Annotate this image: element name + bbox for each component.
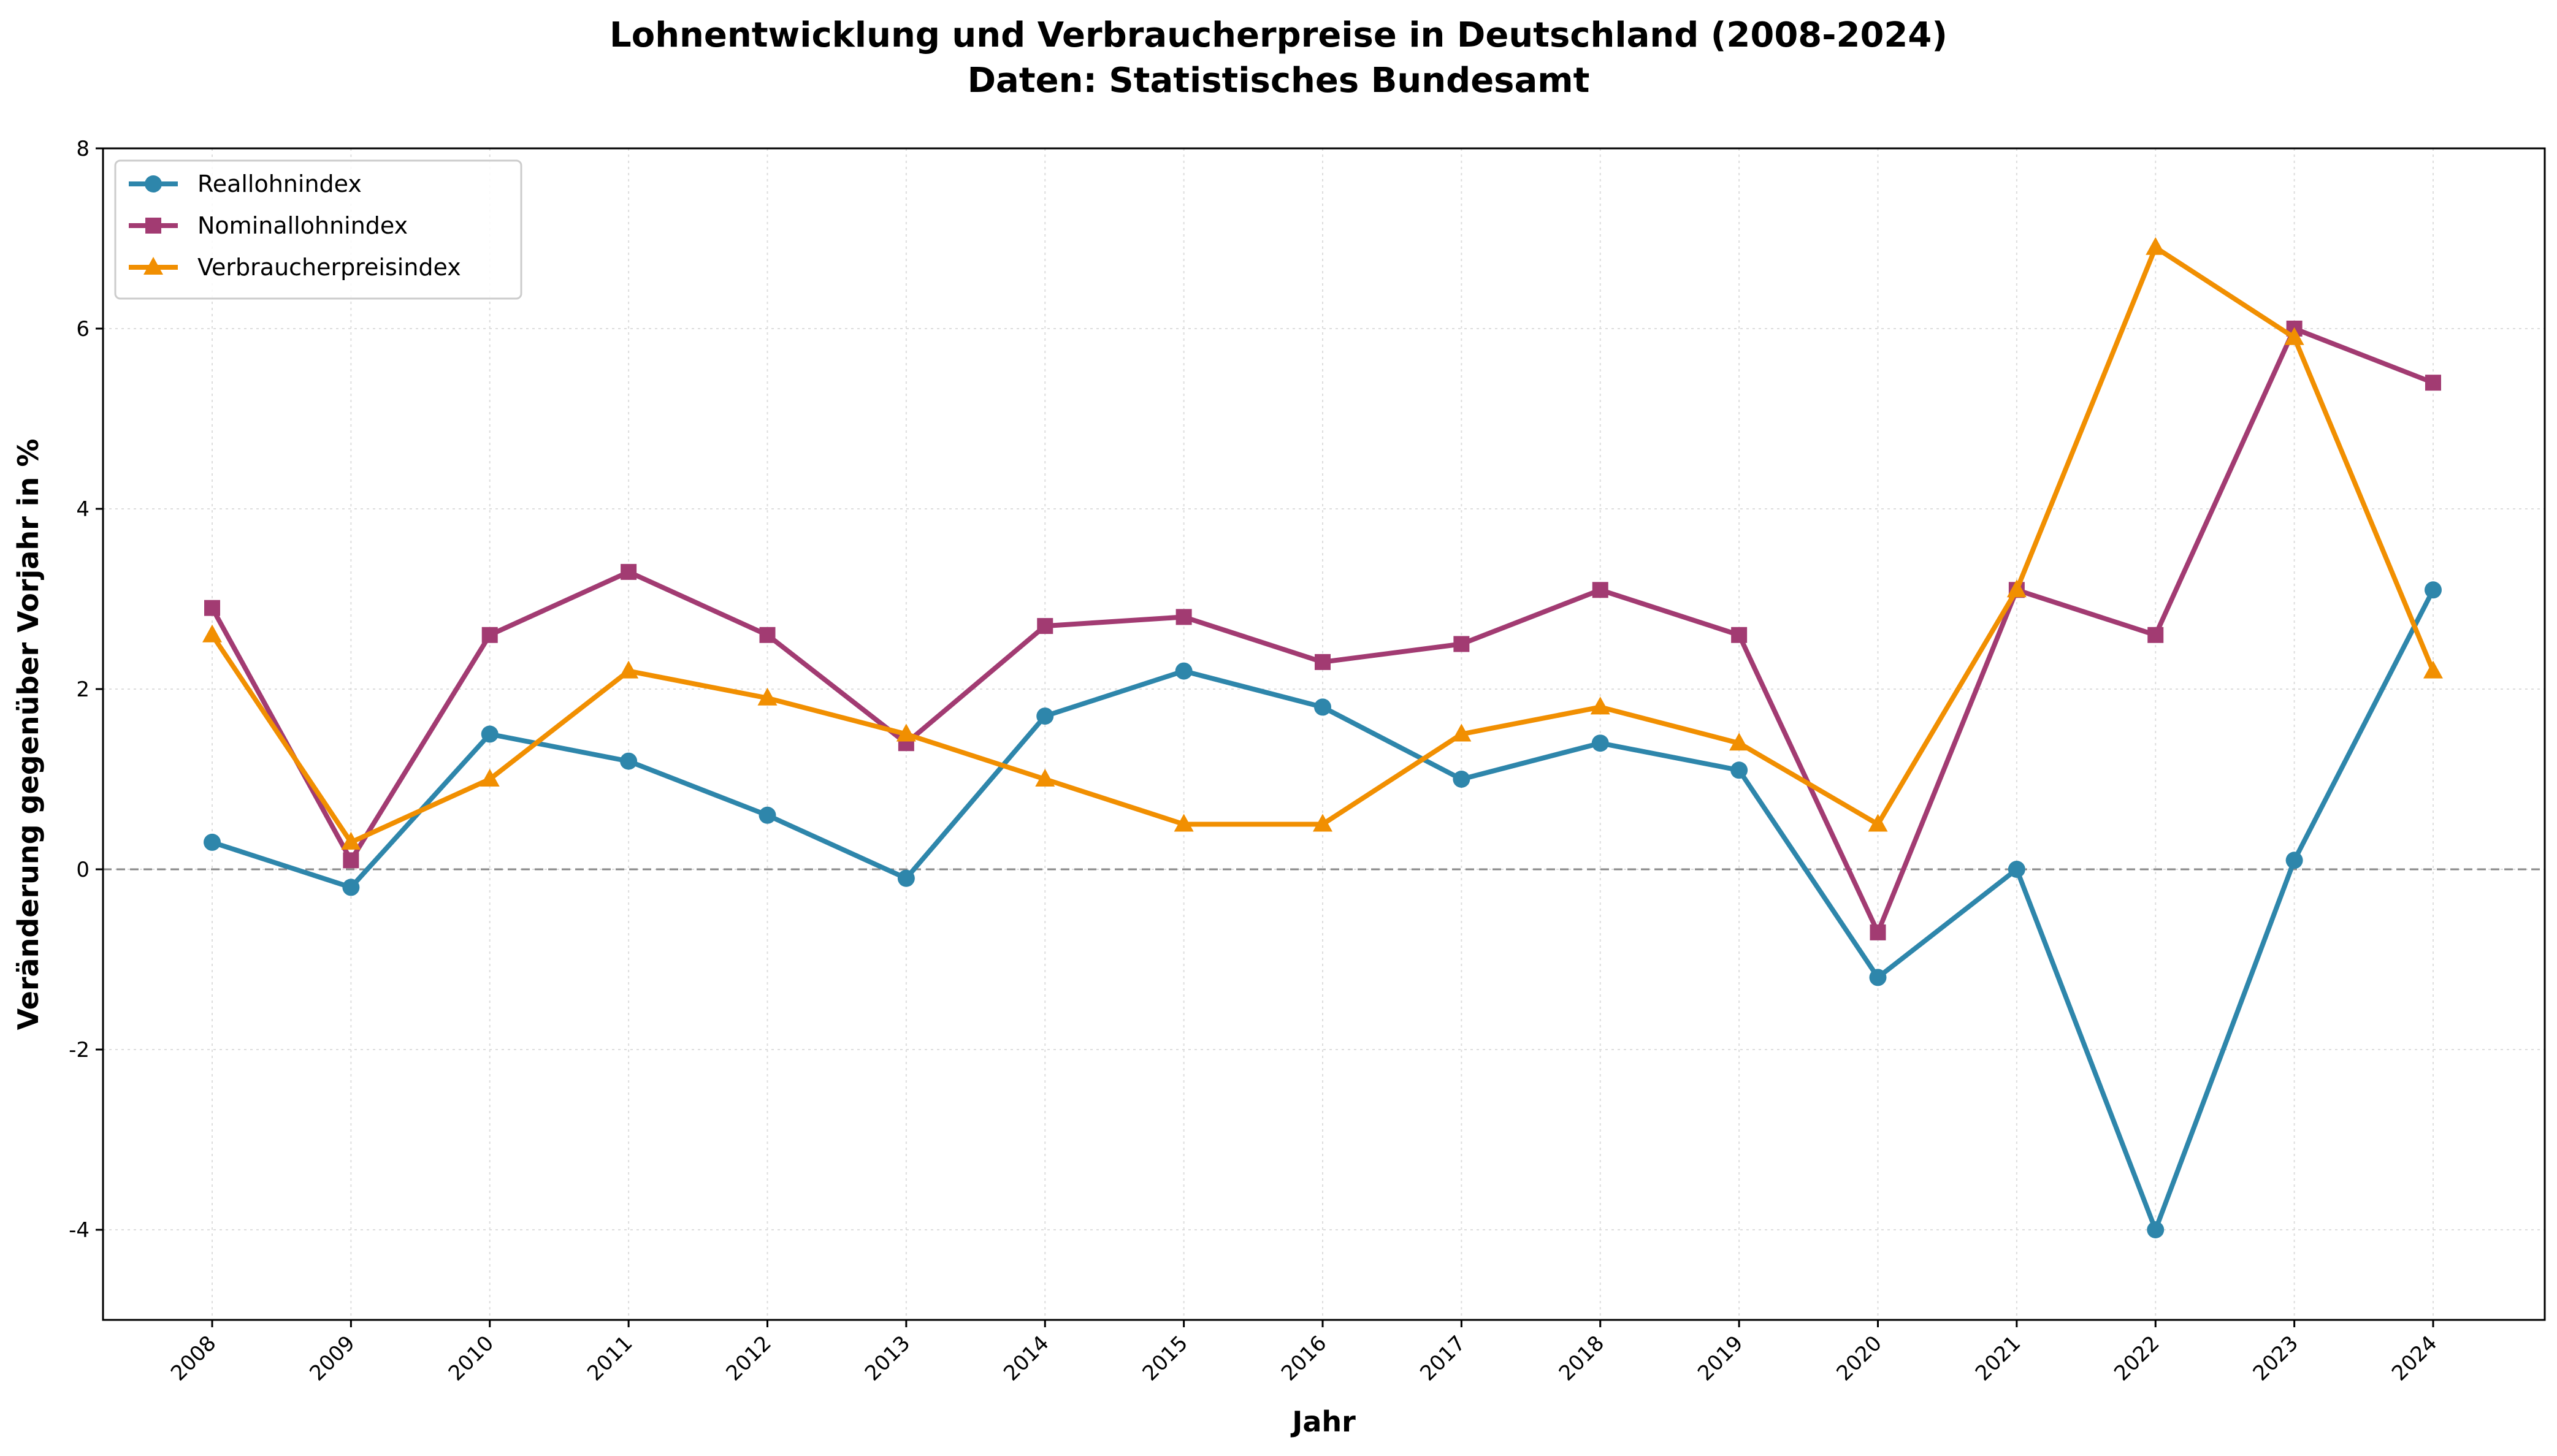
- series-nominallohnindex: [204, 321, 2441, 940]
- x-axis-ticks: 2008 2009 2010 2011 2012 2013 2014 2015 2016 2017…: [166, 1320, 2442, 1386]
- data-point: [759, 806, 776, 824]
- series-reallohnindex: [204, 581, 2442, 1238]
- x-tick-label: 2023: [2249, 1331, 2303, 1385]
- data-point: [1313, 814, 1332, 832]
- legend-marker: [143, 257, 163, 275]
- x-tick-label: 2017: [1415, 1331, 1470, 1385]
- y-tick-label: -2: [69, 1038, 90, 1062]
- series-line: [210, 245, 2436, 845]
- x-tick-label: 2016: [1277, 1331, 1331, 1385]
- data-point: [759, 627, 776, 643]
- legend-box: [114, 159, 522, 300]
- x-tick-label: 2021: [1971, 1331, 2025, 1385]
- data-point: [343, 852, 359, 869]
- data-point: [1451, 723, 1472, 742]
- legend-marker: [145, 218, 161, 234]
- data-point: [1175, 609, 1192, 625]
- grid: [103, 148, 2545, 1320]
- data-point: [2147, 1221, 2165, 1238]
- data-point: [2285, 852, 2303, 869]
- data-point: [1730, 761, 1748, 779]
- data-point: [481, 627, 498, 643]
- data-point: [1453, 771, 1470, 788]
- data-point: [2423, 660, 2443, 679]
- y-tick-label: 4: [76, 497, 90, 522]
- data-point: [2425, 581, 2442, 599]
- data-point: [202, 624, 222, 642]
- x-tick-label: 2010: [444, 1331, 499, 1385]
- data-point: [1591, 734, 1609, 752]
- data-point: [1870, 924, 1886, 940]
- x-tick-label: 2013: [860, 1331, 915, 1385]
- data-point: [2008, 861, 2025, 878]
- series-verbraucherpreisindex: [202, 237, 2443, 850]
- data-point: [481, 725, 499, 743]
- legend-label: Reallohnindex: [197, 170, 362, 197]
- x-tick-label: 2019: [1693, 1331, 1748, 1385]
- data-point: [342, 879, 360, 896]
- x-tick-label: 2014: [999, 1331, 1053, 1385]
- y-tick-label: 0: [76, 858, 90, 882]
- x-tick-label: 2018: [1554, 1331, 1609, 1385]
- x-tick-label: 2015: [1138, 1331, 1193, 1385]
- data-point: [1314, 698, 1331, 716]
- chart-subtitle: Daten: Statistisches Bundesamt: [968, 61, 1590, 101]
- data-point: [621, 563, 637, 580]
- data-point: [619, 660, 639, 679]
- y-axis-label: Veränderung gegenüber Vorjahr in %: [12, 439, 45, 1031]
- data-point: [1453, 636, 1470, 652]
- data-point: [757, 687, 778, 706]
- x-tick-label: 2012: [721, 1331, 776, 1385]
- legend: Reallohnindex Nominallohnindex Verbraucher…: [114, 159, 522, 300]
- data-point: [1869, 969, 1887, 986]
- data-point: [1175, 662, 1193, 680]
- plot-frame: [102, 147, 2546, 1321]
- data-point: [2425, 375, 2441, 391]
- chart-title: Lohnentwicklung und Verbraucherpreise in…: [610, 15, 1947, 55]
- series-layer: [202, 237, 2443, 1238]
- legend-marker: [145, 175, 162, 192]
- y-axis-ticks: -4 -2 0 2 4 6 8: [69, 137, 103, 1243]
- data-point: [1729, 733, 1749, 751]
- data-point: [1174, 814, 1194, 832]
- data-point: [896, 723, 916, 742]
- y-tick-label: 8: [76, 137, 90, 161]
- x-axis-label: Jahr: [1290, 1405, 1356, 1438]
- data-point: [1590, 696, 1610, 715]
- data-point: [204, 833, 221, 851]
- legend-label: Verbraucherpreisindex: [197, 254, 461, 281]
- data-point: [2146, 237, 2166, 255]
- data-point: [1592, 582, 1608, 598]
- data-point: [341, 831, 361, 850]
- data-point: [204, 600, 220, 616]
- data-point: [2147, 627, 2164, 643]
- data-point: [2006, 579, 2027, 598]
- y-tick-label: -4: [69, 1218, 90, 1243]
- legend-label: Nominallohnindex: [197, 212, 408, 239]
- data-point: [1037, 618, 1053, 635]
- data-point: [2284, 327, 2304, 345]
- data-point: [1731, 627, 1748, 643]
- x-tick-label: 2020: [1832, 1331, 1886, 1385]
- x-tick-label: 2022: [2109, 1331, 2164, 1385]
- data-point: [1315, 654, 1331, 670]
- x-tick-label: 2008: [166, 1331, 221, 1385]
- x-tick-label: 2011: [583, 1331, 637, 1385]
- data-point: [1036, 707, 1054, 725]
- x-tick-label: 2009: [305, 1331, 359, 1385]
- data-point: [1868, 814, 1888, 832]
- data-point: [480, 769, 500, 787]
- data-point: [620, 752, 638, 770]
- y-tick-label: 6: [76, 317, 90, 341]
- data-point: [897, 869, 915, 887]
- y-tick-label: 2: [76, 677, 90, 702]
- data-point: [1035, 769, 1055, 787]
- x-tick-label: 2024: [2387, 1331, 2442, 1385]
